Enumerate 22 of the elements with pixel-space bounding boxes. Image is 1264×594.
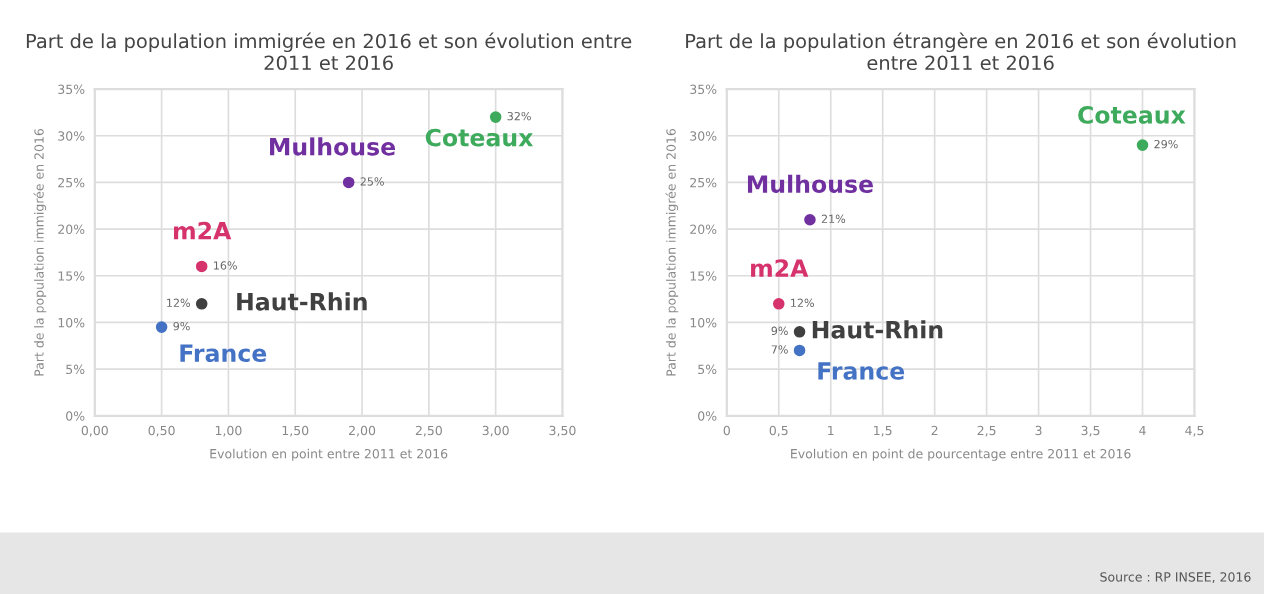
point	[195, 298, 208, 310]
series-label: Mulhouse	[747, 174, 873, 193]
point	[793, 344, 806, 357]
series-label: m2A	[751, 259, 809, 277]
series-label: Haut-Rhin	[812, 320, 943, 339]
point	[155, 321, 168, 333]
chart-title: Part de la population immigrée en 2016 et son évolution entre 2011 et 2016	[26, 32, 632, 71]
series-label: m2A	[174, 221, 232, 240]
point	[772, 298, 785, 310]
chart-title: Part de la population étrangère en 2016 et son évolution entre 2011 et 2016	[686, 32, 1236, 71]
point	[489, 111, 502, 123]
series-label: France	[818, 362, 905, 380]
point	[195, 260, 208, 273]
point	[793, 326, 806, 338]
series-label: Coteaux	[1078, 106, 1186, 124]
point	[804, 214, 816, 226]
series-label: Haut-Rhin	[237, 292, 367, 311]
point	[342, 176, 355, 189]
series-label: Coteaux	[425, 128, 534, 147]
point	[1136, 139, 1149, 151]
series-label: France	[180, 344, 267, 363]
series-label: Mulhouse	[270, 137, 396, 156]
